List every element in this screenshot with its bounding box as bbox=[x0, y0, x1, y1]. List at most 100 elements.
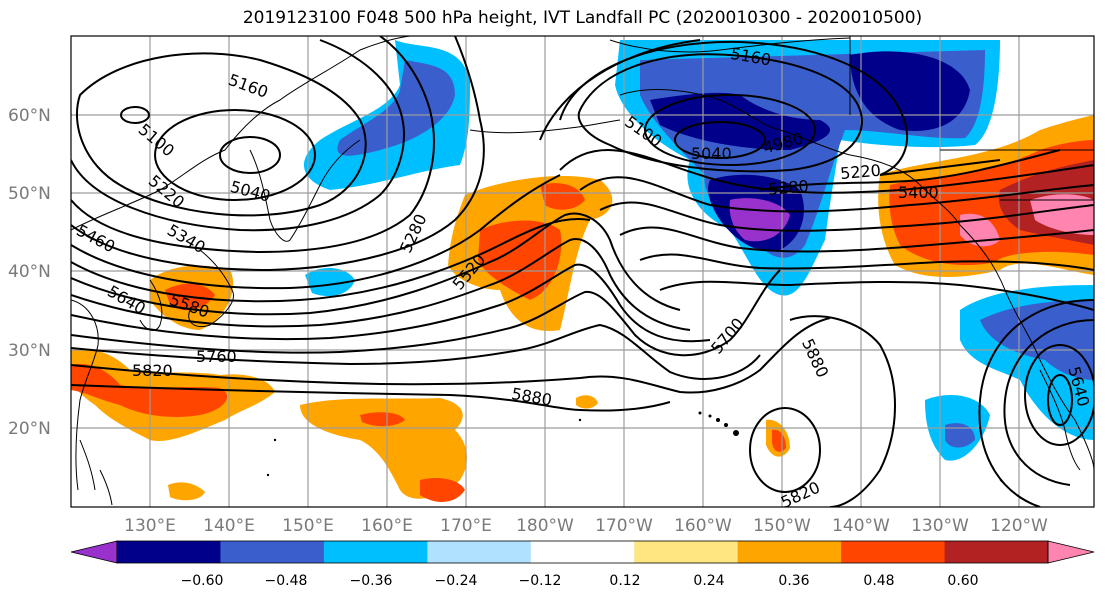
contour-e-c bbox=[599, 201, 1094, 232]
contour-5400 bbox=[71, 174, 561, 290]
colorbar-extend-max bbox=[1047, 540, 1095, 564]
coast-philippines bbox=[79, 439, 113, 506]
colorbar-extend-min bbox=[70, 540, 118, 564]
lon-label: 130°W bbox=[911, 516, 969, 536]
contour-goa-inner bbox=[674, 121, 766, 159]
neg-region-small-core bbox=[945, 423, 975, 448]
map-frame bbox=[70, 35, 1095, 508]
contour-5280-e bbox=[539, 39, 1061, 191]
contour-e-a bbox=[559, 149, 1094, 194]
contour-low-a bbox=[219, 136, 281, 174]
contour-5880 bbox=[71, 384, 671, 412]
colorbar-tick-label: −0.48 bbox=[265, 573, 308, 589]
colorbar-tick-label: 0.24 bbox=[693, 573, 724, 589]
lon-label: 120°W bbox=[990, 516, 1048, 536]
contour-5580 bbox=[71, 238, 691, 331]
contour-5280-w bbox=[71, 36, 435, 254]
contour-low-inner bbox=[120, 106, 150, 124]
lat-label: 30°N bbox=[8, 341, 51, 361]
contour-label: 5820 bbox=[132, 361, 173, 380]
coast-kamchatka bbox=[249, 139, 361, 242]
pos-region-subtrop-w-core bbox=[71, 363, 228, 417]
colorbar-tick-label: −0.60 bbox=[181, 573, 224, 589]
contour-5640 bbox=[71, 263, 711, 343]
lat-labels: 60°N 50°N 40°N 30°N 20°N bbox=[8, 106, 51, 439]
contour-5160-e bbox=[577, 53, 863, 173]
contour-5820-hawaii bbox=[749, 407, 821, 493]
contour-ca-c bbox=[978, 299, 1094, 507]
lat-label: 60°N bbox=[8, 106, 51, 126]
colorbar-segment bbox=[323, 541, 428, 563]
lon-label: 140°W bbox=[832, 516, 890, 536]
coast-borders bbox=[849, 36, 1094, 201]
contour-5340 bbox=[71, 36, 485, 272]
height-contours bbox=[71, 36, 1094, 507]
contour-e-d bbox=[619, 226, 1094, 253]
lon-label: 150°E bbox=[282, 516, 334, 536]
contour-e-e bbox=[639, 253, 1094, 271]
contour-ca-inner bbox=[1047, 374, 1073, 426]
colorbar-frame bbox=[116, 540, 1049, 564]
lon-labels: 130°E 140°E 150°E 160°E 170°E 180°W 170°… bbox=[124, 516, 1048, 536]
colorbar-labels: −0.60 −0.48 −0.36 −0.24 −0.12 0.12 0.24 … bbox=[181, 573, 979, 589]
pos-region-small-c bbox=[168, 482, 205, 501]
lon-label: 160°W bbox=[674, 516, 732, 536]
colorbar-tick-label: 0.36 bbox=[778, 573, 809, 589]
lon-label: 160°E bbox=[361, 516, 413, 536]
lon-label: 170°E bbox=[440, 516, 492, 536]
neg-region-bering-core bbox=[337, 60, 455, 156]
colorbar-segment bbox=[634, 541, 739, 563]
contour-5160-w bbox=[75, 52, 367, 217]
contour-label: 5280 bbox=[767, 176, 809, 198]
contour-5220-w bbox=[71, 39, 405, 232]
coast-alaska bbox=[619, 89, 961, 226]
coast-aleutians bbox=[469, 119, 621, 134]
colorbar-tick-label: 0.60 bbox=[947, 573, 978, 589]
contour-e-f bbox=[659, 280, 1094, 311]
contour-5880-ridge bbox=[789, 315, 896, 507]
contour-5760 bbox=[71, 323, 761, 380]
coast-alaska-north bbox=[609, 37, 851, 53]
lon-label: 150°W bbox=[753, 516, 811, 536]
lon-label: 140°E bbox=[203, 516, 255, 536]
pos-region-subtrop-c bbox=[300, 398, 467, 499]
contour-5700 bbox=[71, 269, 781, 357]
contour-goa-a bbox=[644, 94, 816, 166]
contour-5460 bbox=[71, 218, 591, 303]
lon-label: 130°E bbox=[124, 516, 176, 536]
contour-ca-a bbox=[1024, 344, 1094, 446]
contour-label: 5040 bbox=[691, 144, 732, 163]
colorbar-tick-label: −0.36 bbox=[350, 573, 393, 589]
contour-label: 5400 bbox=[898, 183, 939, 202]
lat-label: 40°N bbox=[8, 262, 51, 282]
colorbar-segment bbox=[117, 541, 221, 563]
map-panel: 5160 5100 5040 5220 5460 5340 5640 5580 … bbox=[71, 36, 1094, 507]
contour-label: 5760 bbox=[196, 347, 237, 366]
contour-5820 bbox=[71, 317, 831, 394]
lat-label: 20°N bbox=[8, 419, 51, 439]
contour-5520 bbox=[71, 212, 681, 316]
lon-label: 180°W bbox=[516, 516, 574, 536]
lon-label: 170°W bbox=[595, 516, 653, 536]
colorbar-segment bbox=[841, 541, 946, 563]
colorbar-tick-label: 0.48 bbox=[863, 573, 894, 589]
contour-ca-b bbox=[1003, 319, 1094, 486]
hawaii-islands bbox=[266, 411, 739, 477]
map-title: 2019123100 F048 500 hPa height, IVT Land… bbox=[242, 8, 923, 28]
colorbar-tick-label: −0.24 bbox=[435, 573, 478, 589]
colorbar-segment bbox=[530, 541, 635, 563]
colorbar-segment bbox=[944, 541, 1049, 563]
coast-korea bbox=[139, 279, 163, 331]
colorbar-segment bbox=[220, 541, 325, 563]
colorbar bbox=[70, 540, 1095, 564]
colorbar-tick-label: 0.12 bbox=[609, 573, 640, 589]
colorbar-segment bbox=[737, 541, 842, 563]
contour-label: 5220 bbox=[839, 161, 881, 183]
neg-region-japan-east bbox=[305, 268, 355, 297]
coast-baja bbox=[1039, 369, 1081, 471]
contour-e-b bbox=[579, 176, 1094, 213]
pos-region-small-a bbox=[576, 395, 598, 409]
pos-region-pnw-core bbox=[960, 194, 1094, 247]
pos-region-subtrop-c-core bbox=[360, 412, 465, 502]
